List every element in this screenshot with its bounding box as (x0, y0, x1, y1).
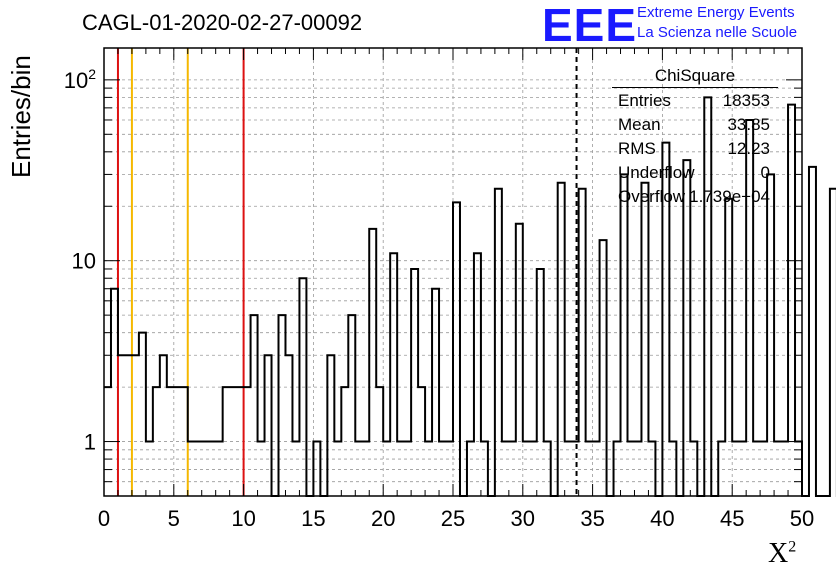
org-name-line1: Extreme Energy Events (637, 4, 795, 21)
stats-title: ChiSquare (612, 66, 778, 88)
x-tick-label: 15 (301, 506, 325, 531)
stats-key: Underflow (618, 163, 695, 182)
stats-row-rms: RMS 12.23 (612, 136, 778, 160)
x-tick-label: 0 (98, 506, 110, 531)
stats-value: 18353 (722, 91, 770, 110)
stats-value: 12.23 (727, 139, 770, 158)
plot-title: CAGL-01-2020-02-27-00092 (82, 10, 363, 35)
x-tick-label: 45 (720, 506, 744, 531)
logo-text: EEE (542, 0, 638, 51)
x-tick-label: 35 (580, 506, 604, 531)
stats-key: Overflow (618, 187, 686, 206)
y-tick-label: 1 (84, 430, 96, 455)
x-tick-label: 20 (371, 506, 395, 531)
stats-row-entries: Entries 18353 (612, 88, 778, 112)
stats-value: 33.85 (727, 115, 770, 134)
stats-key: Entries (618, 91, 671, 110)
histogram-line (104, 96, 836, 497)
x-tick-label: 10 (231, 506, 255, 531)
x-axis-label: X2 (768, 538, 797, 569)
y-tick-label: 10 (72, 249, 96, 274)
stats-key: RMS (618, 139, 656, 158)
x-tick-label: 5 (168, 506, 180, 531)
x-tick-label: 25 (441, 506, 465, 531)
stats-row-underflow: Underflow 0 (612, 160, 778, 184)
stats-row-overflow: Overflow 1.739e+04 (612, 184, 778, 208)
stats-row-mean: Mean 33.85 (612, 112, 778, 136)
x-tick-label: 40 (650, 506, 674, 531)
x-tick-label: 30 (511, 506, 535, 531)
stats-box: ChiSquare Entries 18353 Mean 33.85 RMS 1… (612, 66, 778, 208)
stats-value: 1.739e+04 (689, 187, 770, 206)
stats-key: Mean (618, 115, 661, 134)
stats-value: 0 (760, 163, 770, 182)
x-tick-label: 50 (790, 506, 814, 531)
org-name-line2: La Scienza nelle Scuole (637, 24, 798, 41)
y-tick-label: 102 (64, 66, 96, 93)
